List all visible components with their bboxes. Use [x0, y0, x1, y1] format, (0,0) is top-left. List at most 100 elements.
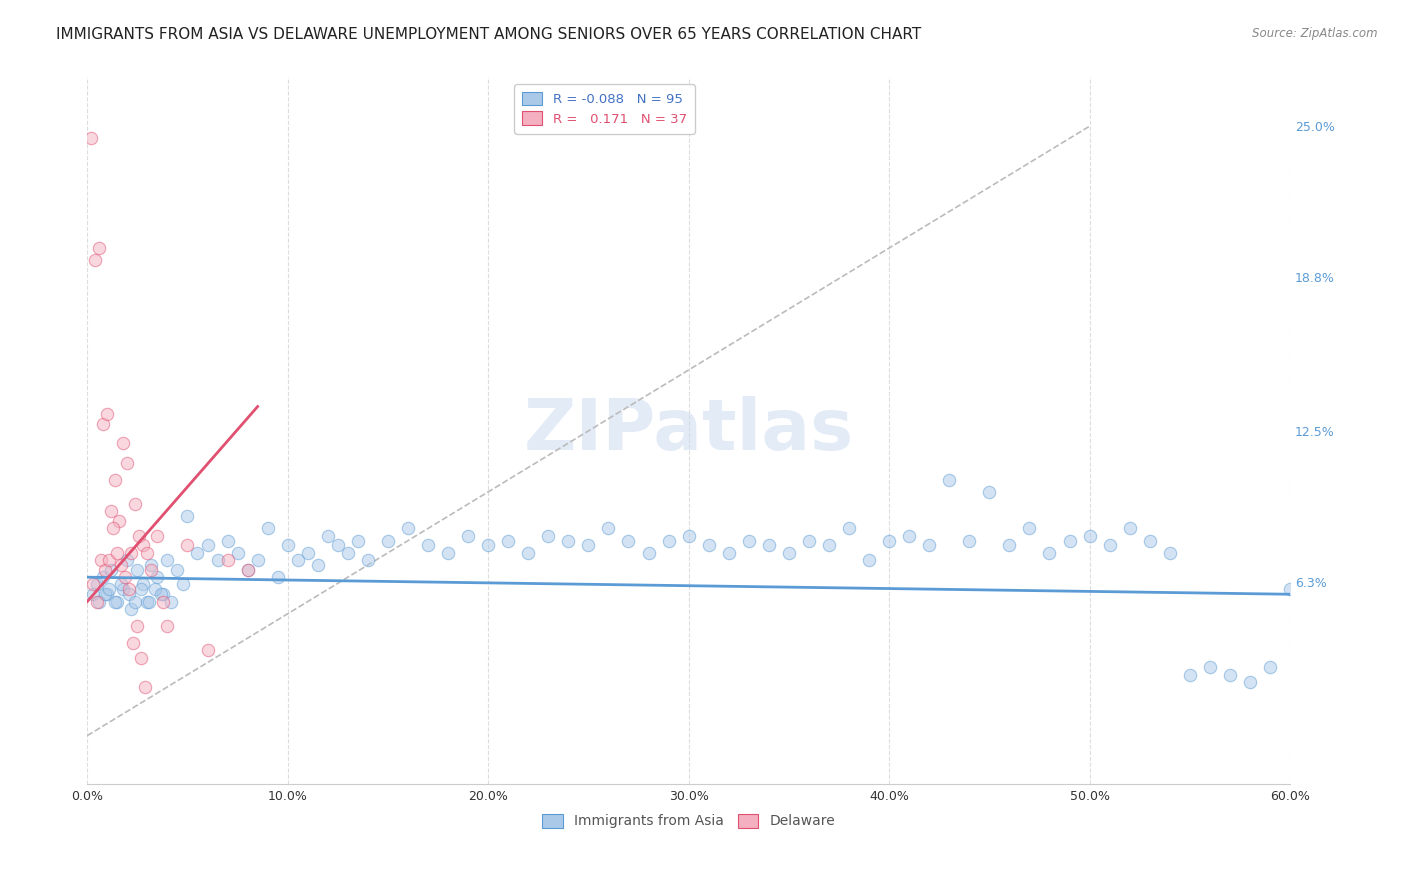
Point — [141, 563, 163, 577]
Point — [336, 546, 359, 560]
Text: ZIPatlas: ZIPatlas — [523, 396, 853, 466]
Point — [1198, 660, 1220, 674]
Point — [132, 577, 155, 591]
Point — [128, 529, 150, 543]
Point — [938, 473, 960, 487]
Point — [297, 546, 319, 560]
Point — [84, 253, 107, 268]
Point — [797, 533, 820, 548]
Point — [186, 546, 208, 560]
Point — [152, 587, 174, 601]
Point — [117, 456, 139, 470]
Point — [918, 539, 941, 553]
Point — [94, 563, 117, 577]
Point — [236, 563, 259, 577]
Point — [576, 539, 599, 553]
Point — [100, 504, 122, 518]
Point — [307, 558, 329, 572]
Point — [105, 594, 128, 608]
Point — [124, 497, 146, 511]
Point — [110, 558, 132, 572]
Point — [176, 539, 198, 553]
Point — [105, 546, 128, 560]
Point — [89, 594, 111, 608]
Point — [1219, 667, 1241, 681]
Point — [176, 509, 198, 524]
Point — [166, 563, 188, 577]
Point — [117, 553, 139, 567]
Point — [1178, 667, 1201, 681]
Point — [112, 582, 135, 597]
Point — [86, 594, 108, 608]
Point — [145, 582, 167, 597]
Point — [82, 577, 104, 591]
Point — [172, 577, 194, 591]
Point — [100, 563, 122, 577]
Point — [477, 539, 499, 553]
Point — [1078, 529, 1101, 543]
Point — [738, 533, 761, 548]
Point — [236, 563, 259, 577]
Point — [132, 539, 155, 553]
Point — [197, 643, 219, 657]
Point — [778, 546, 800, 560]
Point — [1059, 533, 1081, 548]
Point — [110, 577, 132, 591]
Point — [89, 241, 111, 255]
Point — [127, 563, 149, 577]
Point — [517, 546, 540, 560]
Point — [598, 521, 620, 535]
Point — [103, 521, 125, 535]
Point — [94, 587, 117, 601]
Point — [131, 650, 153, 665]
Point — [678, 529, 700, 543]
Point — [496, 533, 519, 548]
Point — [1239, 675, 1261, 690]
Point — [277, 539, 299, 553]
Point — [91, 417, 114, 431]
Point — [120, 546, 142, 560]
Point — [217, 553, 239, 567]
Point — [98, 582, 121, 597]
Point — [979, 484, 1001, 499]
Point — [1038, 546, 1060, 560]
Point — [838, 521, 860, 535]
Point — [124, 594, 146, 608]
Point — [112, 436, 135, 450]
Point — [146, 570, 169, 584]
Point — [104, 473, 127, 487]
Point — [197, 539, 219, 553]
Point — [1118, 521, 1140, 535]
Point — [287, 553, 309, 567]
Point — [1018, 521, 1040, 535]
Point — [326, 539, 349, 553]
Point — [80, 131, 103, 145]
Point — [98, 553, 121, 567]
Point — [96, 587, 118, 601]
Point — [537, 529, 560, 543]
Point — [226, 546, 249, 560]
Point — [437, 546, 460, 560]
Point — [637, 546, 659, 560]
Point — [108, 514, 131, 528]
Point — [396, 521, 419, 535]
Point — [86, 577, 108, 591]
Point — [152, 594, 174, 608]
Point — [104, 594, 127, 608]
Point — [136, 546, 159, 560]
Point — [96, 407, 118, 421]
Point — [1139, 533, 1161, 548]
Point — [141, 558, 163, 572]
Point — [156, 553, 179, 567]
Point — [146, 529, 169, 543]
Point — [758, 539, 780, 553]
Point — [1159, 546, 1181, 560]
Point — [898, 529, 921, 543]
Point — [658, 533, 681, 548]
Point — [156, 619, 179, 633]
Point — [134, 680, 156, 694]
Point — [138, 594, 160, 608]
Point — [858, 553, 880, 567]
Point — [717, 546, 740, 560]
Point — [877, 533, 900, 548]
